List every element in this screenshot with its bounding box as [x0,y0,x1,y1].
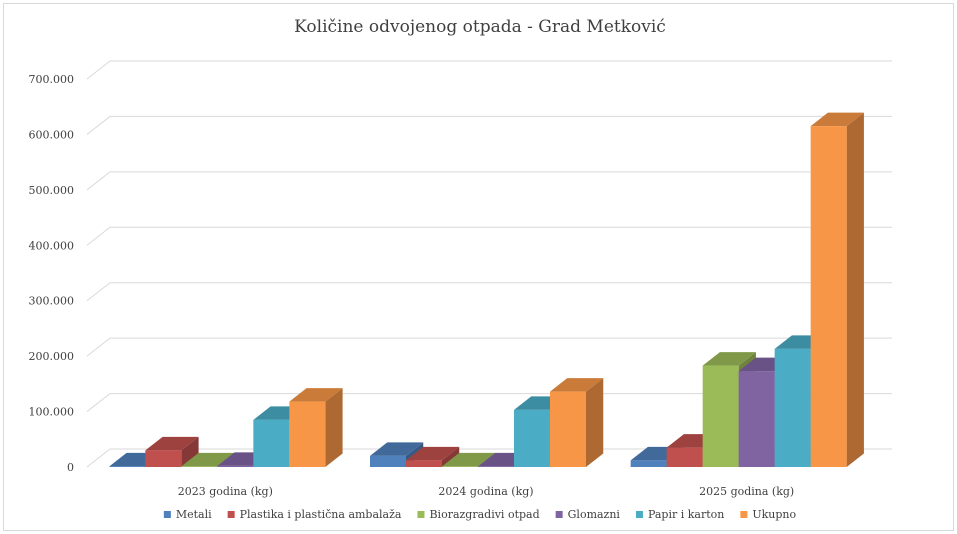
bar-ukupno-3 [810,112,864,467]
legend-swatch [163,511,171,518]
y-tick-label: 200.000 [29,350,75,363]
gridline [86,115,892,135]
bar-front [514,409,550,467]
legend: Metali Plastika i plastična ambalaža Biora… [163,508,797,521]
bar-front [738,371,775,467]
bar-top [370,442,424,456]
bar-front [253,419,290,467]
bar-front [550,391,586,467]
bars [109,112,864,467]
category-label: 2023 godina (kg) [178,485,273,498]
legend-swatch [417,511,425,518]
chart-canvas: Količine odvojenog otpada - Grad Metkovi… [29,17,892,521]
bar-top [810,112,864,127]
y-tick-label: 500.000 [29,184,75,197]
bar-top [442,452,496,467]
bar-front [370,455,406,467]
legend-swatch [740,511,748,518]
gridline [86,226,892,246]
y-tick-label: 0 [67,461,74,474]
bar-front [666,447,703,467]
bar-side [181,436,199,467]
y-tick-label: 600.000 [29,128,75,141]
y-tick-label: 700.000 [29,73,75,86]
chart-frame: Količine odvojenog otpada - Grad Metkovi… [3,3,954,531]
legend-label: Biorazgradivi otpad [429,508,539,521]
gridline [86,60,892,80]
x-axis-categories: 2023 godina (kg) 2024 godina (kg) 2025 god… [178,485,794,498]
bar-side [586,378,604,467]
bar-front [702,365,739,467]
legend-item: Glomazni [555,508,621,521]
legend-label: Metali [176,508,212,521]
legend-label: Plastika i plastična ambalaža [240,508,402,521]
y-tick-label: 300.000 [29,295,75,308]
bar-front [406,460,442,467]
bar-ukupno-2 [550,378,604,467]
chart-title: Količine odvojenog otpada - Grad Metkovi… [294,17,666,37]
gridline [86,282,892,302]
bar-top [550,378,604,392]
bar-front [774,348,811,467]
gridline [86,337,892,357]
bar-front [109,466,146,467]
legend-item: Metali [163,508,212,521]
legend-swatch [555,511,563,518]
bar-ukupno-1 [289,388,343,467]
bar-plastika-i-plasti-na-ambala-a-2 [406,446,460,467]
y-tick-label: 100.000 [29,406,75,419]
bar-front [630,460,667,467]
legend-swatch [635,511,643,518]
bar-top [406,446,460,461]
legend-label: Glomazni [568,508,621,521]
bar-front [289,401,326,467]
legend-label: Papir i karton [648,508,724,521]
legend-swatch [227,511,235,518]
gridlines [86,60,892,468]
gridline [86,171,892,191]
bar-side [442,446,460,467]
legend-item: Plastika i plastična ambalaža [227,508,402,521]
legend-item: Ukupno [740,508,797,521]
gridline [86,393,892,412]
bar-top [702,352,756,366]
legend-item: Biorazgradivi otpad [417,508,540,521]
bar-side [846,112,864,467]
bar-front [810,126,847,467]
category-label: 2025 godina (kg) [699,485,794,498]
bar-front [181,466,218,467]
bar-top [289,388,343,402]
bar-side [325,388,343,467]
y-tick-label: 400.000 [29,239,75,252]
category-label: 2024 godina (kg) [438,485,533,498]
legend-item: Papir i karton [635,508,724,521]
legend-label: Ukupno [752,508,796,521]
gridline [86,448,892,468]
bar-top [145,436,199,451]
y-axis-ticks: 0 100.000 200.000 300.000 400.000 500.000 600.… [29,73,75,474]
bar-front [217,465,254,467]
bar-plastika-i-plasti-na-ambala-a-1 [145,436,199,467]
bar-front [442,466,478,467]
bar-front [478,466,514,467]
bar-front [145,450,182,467]
